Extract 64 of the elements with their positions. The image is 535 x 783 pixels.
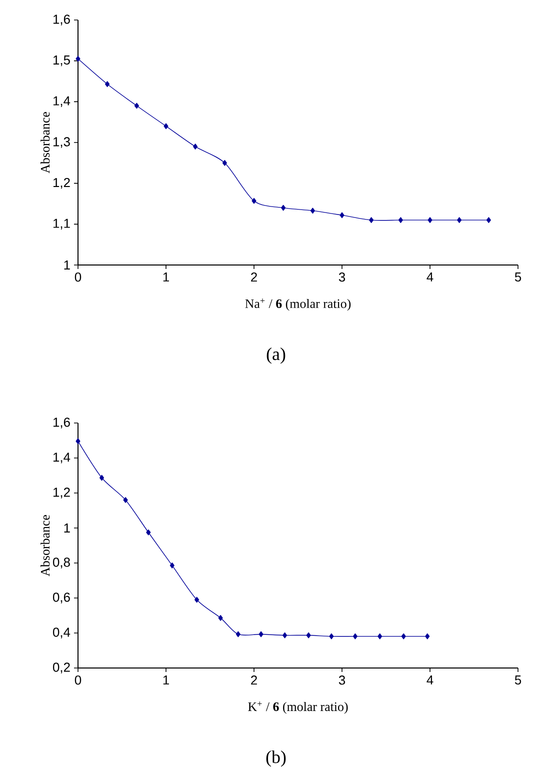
x-tick-label: 3 bbox=[338, 272, 346, 282]
y-tick-label: 1 bbox=[64, 524, 70, 532]
point bbox=[428, 217, 432, 224]
point bbox=[99, 474, 104, 481]
point bbox=[306, 632, 311, 638]
x-tick-label: 5 bbox=[514, 676, 522, 685]
point bbox=[352, 633, 358, 640]
point bbox=[457, 217, 462, 224]
point bbox=[146, 529, 151, 536]
point bbox=[258, 631, 264, 638]
x-axis-title: K$^{+}$ / 6 (molar ratio) bbox=[248, 701, 348, 714]
point bbox=[281, 204, 286, 211]
point bbox=[193, 144, 198, 150]
y-tick-label: 1,2 bbox=[53, 488, 70, 498]
point bbox=[340, 212, 344, 218]
y-tick-label: 1,6 bbox=[53, 418, 70, 428]
point bbox=[486, 217, 491, 224]
text: (a) bbox=[266, 348, 286, 364]
y-tick-label: 1,4 bbox=[53, 452, 70, 464]
point bbox=[425, 633, 430, 640]
y-tick-label: 1,6 bbox=[53, 14, 70, 26]
point bbox=[76, 56, 80, 62]
point bbox=[369, 217, 374, 224]
x-tick-label: 0 bbox=[74, 676, 82, 685]
x-axis-title: Na$^{+}$ / 6 (molar ratio) bbox=[245, 298, 351, 311]
x-tick-label: 5 bbox=[514, 272, 522, 282]
y-axis-title: Absorbance bbox=[40, 515, 50, 576]
point bbox=[222, 160, 227, 166]
point bbox=[134, 102, 139, 109]
y-tick-label: 0,2 bbox=[52, 662, 70, 674]
x-tick-label: 2 bbox=[251, 272, 257, 282]
y-tick-label: 1 bbox=[64, 260, 70, 270]
point bbox=[401, 633, 406, 640]
y-tick-label: 1,3 bbox=[53, 137, 70, 148]
point bbox=[170, 562, 174, 568]
x-tick-label: 1 bbox=[163, 676, 169, 684]
point bbox=[329, 633, 334, 640]
y-tick-label: 0,6 bbox=[52, 592, 70, 604]
text: (b) bbox=[266, 750, 286, 767]
y-axis-title: Absorbance bbox=[40, 112, 50, 174]
point bbox=[236, 631, 240, 638]
y-tick-label: 1,1 bbox=[53, 218, 70, 230]
point bbox=[282, 632, 288, 638]
point bbox=[105, 81, 110, 88]
x-tick-label: 0 bbox=[74, 272, 82, 282]
point bbox=[218, 615, 223, 621]
point bbox=[398, 217, 403, 224]
point bbox=[378, 633, 382, 640]
point bbox=[123, 497, 128, 503]
point bbox=[252, 198, 256, 204]
x-tick-label: 1 bbox=[163, 272, 169, 282]
point bbox=[76, 438, 80, 444]
y-tick-label: 1,2 bbox=[53, 178, 70, 189]
point bbox=[310, 208, 315, 214]
x-tick-label: 4 bbox=[426, 272, 434, 282]
y-tick-label: 0,8 bbox=[52, 558, 70, 568]
point bbox=[164, 123, 168, 130]
y-tick-label: 1,4 bbox=[53, 96, 70, 107]
x-tick-label: 3 bbox=[338, 676, 346, 685]
point bbox=[194, 596, 200, 603]
y-tick-label: 1,5 bbox=[53, 56, 70, 66]
x-tick-label: 4 bbox=[426, 676, 434, 684]
y-tick-label: 0,4 bbox=[52, 628, 70, 638]
x-tick-label: 2 bbox=[251, 676, 257, 685]
